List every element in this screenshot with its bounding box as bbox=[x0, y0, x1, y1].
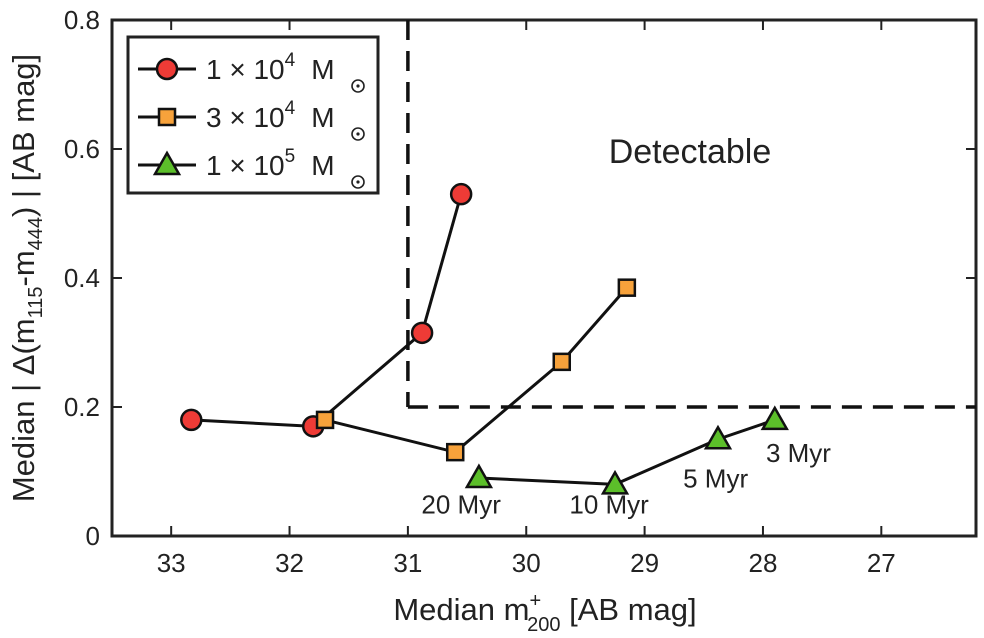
legend-label: 3 × 104 M bbox=[206, 98, 335, 133]
legend-label: 1 × 105 M bbox=[206, 146, 335, 181]
x-tick-label: 30 bbox=[512, 548, 541, 578]
data-point-circle bbox=[449, 182, 473, 206]
data-point-circle bbox=[180, 408, 203, 432]
y-tick-label: 0.8 bbox=[64, 5, 100, 35]
y-tick-label: 0.4 bbox=[64, 263, 100, 293]
y-tick-label: 0.2 bbox=[64, 392, 100, 422]
data-point-square bbox=[445, 442, 465, 462]
x-axis-title: Median m+ 200 [AB mag] bbox=[393, 590, 696, 636]
data-point-triangle bbox=[703, 424, 733, 450]
data-point-circle bbox=[410, 321, 434, 345]
data-point-square bbox=[617, 278, 637, 297]
series-triangle bbox=[464, 405, 789, 495]
annotations: 20 Myr 10 Myr 5 Myr 3 Myr bbox=[421, 438, 831, 520]
age-annotation: 5 Myr bbox=[683, 464, 748, 494]
series-square bbox=[315, 278, 637, 462]
axes-layer: 33 32 31 30 29 28 27 0 0.2 0.4 0.6 0.8 bbox=[64, 5, 978, 578]
age-annotation: 20 Myr bbox=[421, 489, 501, 519]
x-tick-label: 32 bbox=[275, 548, 304, 578]
series-line-triangle bbox=[478, 418, 776, 486]
legend-marker-square bbox=[157, 107, 177, 127]
age-annotation: 3 Myr bbox=[766, 438, 831, 468]
legend-label: 1 × 104 M bbox=[206, 50, 335, 85]
series-line-circle bbox=[191, 193, 463, 428]
data-point-triangle bbox=[600, 469, 630, 495]
legend-marker-triangle bbox=[152, 150, 182, 176]
sun-symbol-icon bbox=[351, 175, 365, 189]
y-axis-title: Median | Δ(m115-m444) | [AB mag] bbox=[6, 54, 47, 502]
data-point-square bbox=[552, 352, 572, 372]
sun-symbol-icon bbox=[351, 127, 365, 141]
series-circle bbox=[180, 182, 473, 438]
data-point-square bbox=[315, 410, 335, 430]
x-tick-label: 27 bbox=[867, 548, 896, 578]
data-point-triangle bbox=[464, 463, 494, 489]
sun-symbol-icon bbox=[351, 79, 365, 93]
series-layer bbox=[180, 182, 789, 495]
y-tick-label: 0 bbox=[86, 521, 100, 551]
legend: 1 × 104 M 3 × 104 M 1 × 105 M bbox=[126, 35, 380, 195]
series-line-square bbox=[324, 286, 628, 454]
x-tick-label: 31 bbox=[393, 548, 422, 578]
detectable-label: Detectable bbox=[609, 133, 772, 171]
x-tick-label: 28 bbox=[748, 548, 777, 578]
data-point-triangle bbox=[760, 405, 789, 431]
sun-symbol-dot-icon bbox=[356, 180, 360, 184]
age-annotation: 10 Myr bbox=[569, 489, 649, 519]
x-tick-label: 33 bbox=[157, 548, 186, 578]
sun-symbol-dot-icon bbox=[356, 132, 360, 136]
y-tick-label: 0.6 bbox=[64, 134, 100, 164]
sun-symbol-dot-icon bbox=[356, 84, 360, 88]
x-tick-label: 29 bbox=[630, 548, 659, 578]
detectable-threshold bbox=[406, 20, 976, 409]
legend-marker-circle bbox=[155, 57, 179, 81]
